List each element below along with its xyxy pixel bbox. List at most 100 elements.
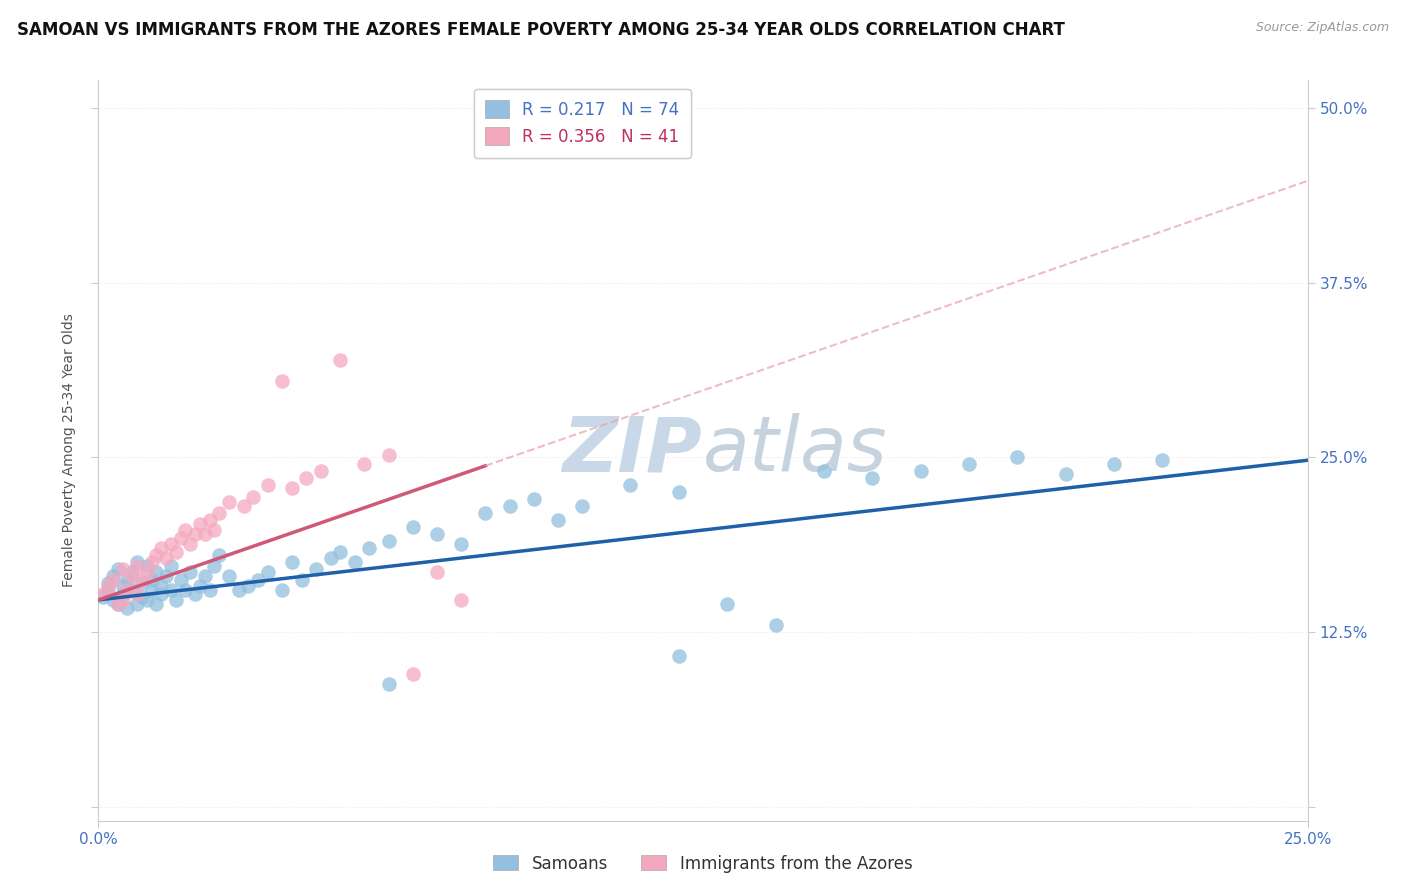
Point bbox=[155, 551, 177, 566]
Text: Source: ZipAtlas.com: Source: ZipAtlas.com bbox=[1256, 21, 1389, 34]
Point bbox=[329, 545, 352, 559]
Point bbox=[107, 597, 129, 611]
Point bbox=[242, 490, 264, 504]
Point bbox=[101, 574, 124, 588]
Point bbox=[127, 587, 149, 601]
Point bbox=[1102, 458, 1125, 472]
Point bbox=[107, 597, 129, 611]
Point bbox=[295, 471, 318, 485]
Point bbox=[204, 559, 226, 574]
Point bbox=[450, 593, 472, 607]
Point bbox=[135, 593, 157, 607]
Point bbox=[179, 565, 201, 579]
Point bbox=[169, 532, 191, 546]
Point bbox=[111, 579, 134, 593]
Point bbox=[910, 464, 932, 478]
Point bbox=[150, 541, 173, 556]
Point bbox=[228, 583, 250, 598]
Point bbox=[474, 506, 496, 520]
Point bbox=[194, 527, 217, 541]
Point bbox=[165, 545, 187, 559]
Point bbox=[111, 593, 134, 607]
Point bbox=[121, 565, 143, 579]
Point bbox=[194, 569, 217, 583]
Point bbox=[1007, 450, 1029, 465]
Point bbox=[377, 677, 399, 691]
Point bbox=[97, 583, 120, 598]
Point bbox=[402, 520, 425, 534]
Point bbox=[359, 541, 381, 556]
Point bbox=[1152, 453, 1174, 467]
Point bbox=[165, 593, 187, 607]
Point bbox=[155, 569, 177, 583]
Point bbox=[256, 565, 278, 579]
Point bbox=[353, 458, 375, 472]
Point bbox=[150, 587, 173, 601]
Point bbox=[377, 448, 399, 462]
Point bbox=[198, 583, 221, 598]
Point bbox=[281, 481, 304, 495]
Point bbox=[121, 569, 143, 583]
Point bbox=[319, 551, 342, 566]
Point bbox=[571, 500, 593, 514]
Point bbox=[232, 500, 254, 514]
Point bbox=[135, 559, 157, 574]
Point bbox=[107, 562, 129, 576]
Point bbox=[127, 559, 149, 574]
Point bbox=[111, 562, 134, 576]
Text: ZIP: ZIP bbox=[564, 414, 703, 487]
Point bbox=[127, 555, 149, 569]
Point bbox=[290, 574, 312, 588]
Point bbox=[523, 492, 546, 507]
Point bbox=[343, 555, 366, 569]
Point bbox=[160, 559, 183, 574]
Point bbox=[141, 583, 163, 598]
Point bbox=[238, 579, 260, 593]
Point bbox=[957, 458, 980, 472]
Point bbox=[208, 548, 231, 562]
Point bbox=[131, 576, 153, 591]
Point bbox=[271, 374, 294, 388]
Point bbox=[117, 601, 139, 615]
Point bbox=[131, 590, 153, 604]
Point bbox=[169, 574, 191, 588]
Point bbox=[145, 565, 167, 579]
Point bbox=[97, 576, 120, 591]
Point bbox=[174, 583, 197, 598]
Point bbox=[121, 583, 143, 598]
Point bbox=[91, 587, 114, 601]
Point bbox=[117, 574, 139, 588]
Point bbox=[150, 579, 173, 593]
Point bbox=[271, 583, 294, 598]
Point bbox=[184, 587, 207, 601]
Point bbox=[160, 537, 183, 551]
Point bbox=[426, 527, 449, 541]
Point bbox=[145, 548, 167, 562]
Point bbox=[141, 555, 163, 569]
Point bbox=[111, 587, 134, 601]
Text: SAMOAN VS IMMIGRANTS FROM THE AZORES FEMALE POVERTY AMONG 25-34 YEAR OLDS CORREL: SAMOAN VS IMMIGRANTS FROM THE AZORES FEM… bbox=[17, 21, 1064, 38]
Point bbox=[247, 574, 270, 588]
Point bbox=[498, 500, 520, 514]
Point bbox=[184, 527, 207, 541]
Point bbox=[426, 565, 449, 579]
Point bbox=[131, 574, 153, 588]
Text: atlas: atlas bbox=[703, 414, 887, 487]
Point bbox=[402, 667, 425, 681]
Point bbox=[309, 464, 332, 478]
Point bbox=[716, 597, 738, 611]
Point bbox=[218, 569, 240, 583]
Point bbox=[101, 569, 124, 583]
Point bbox=[218, 495, 240, 509]
Point bbox=[179, 537, 201, 551]
Point bbox=[619, 478, 641, 492]
Point bbox=[668, 485, 690, 500]
Point bbox=[117, 583, 139, 598]
Point bbox=[174, 523, 197, 537]
Point bbox=[160, 583, 183, 598]
Y-axis label: Female Poverty Among 25-34 Year Olds: Female Poverty Among 25-34 Year Olds bbox=[62, 313, 76, 588]
Point bbox=[305, 562, 328, 576]
Legend: R = 0.217   N = 74, R = 0.356   N = 41: R = 0.217 N = 74, R = 0.356 N = 41 bbox=[474, 88, 690, 158]
Point bbox=[198, 513, 221, 527]
Point bbox=[860, 471, 883, 485]
